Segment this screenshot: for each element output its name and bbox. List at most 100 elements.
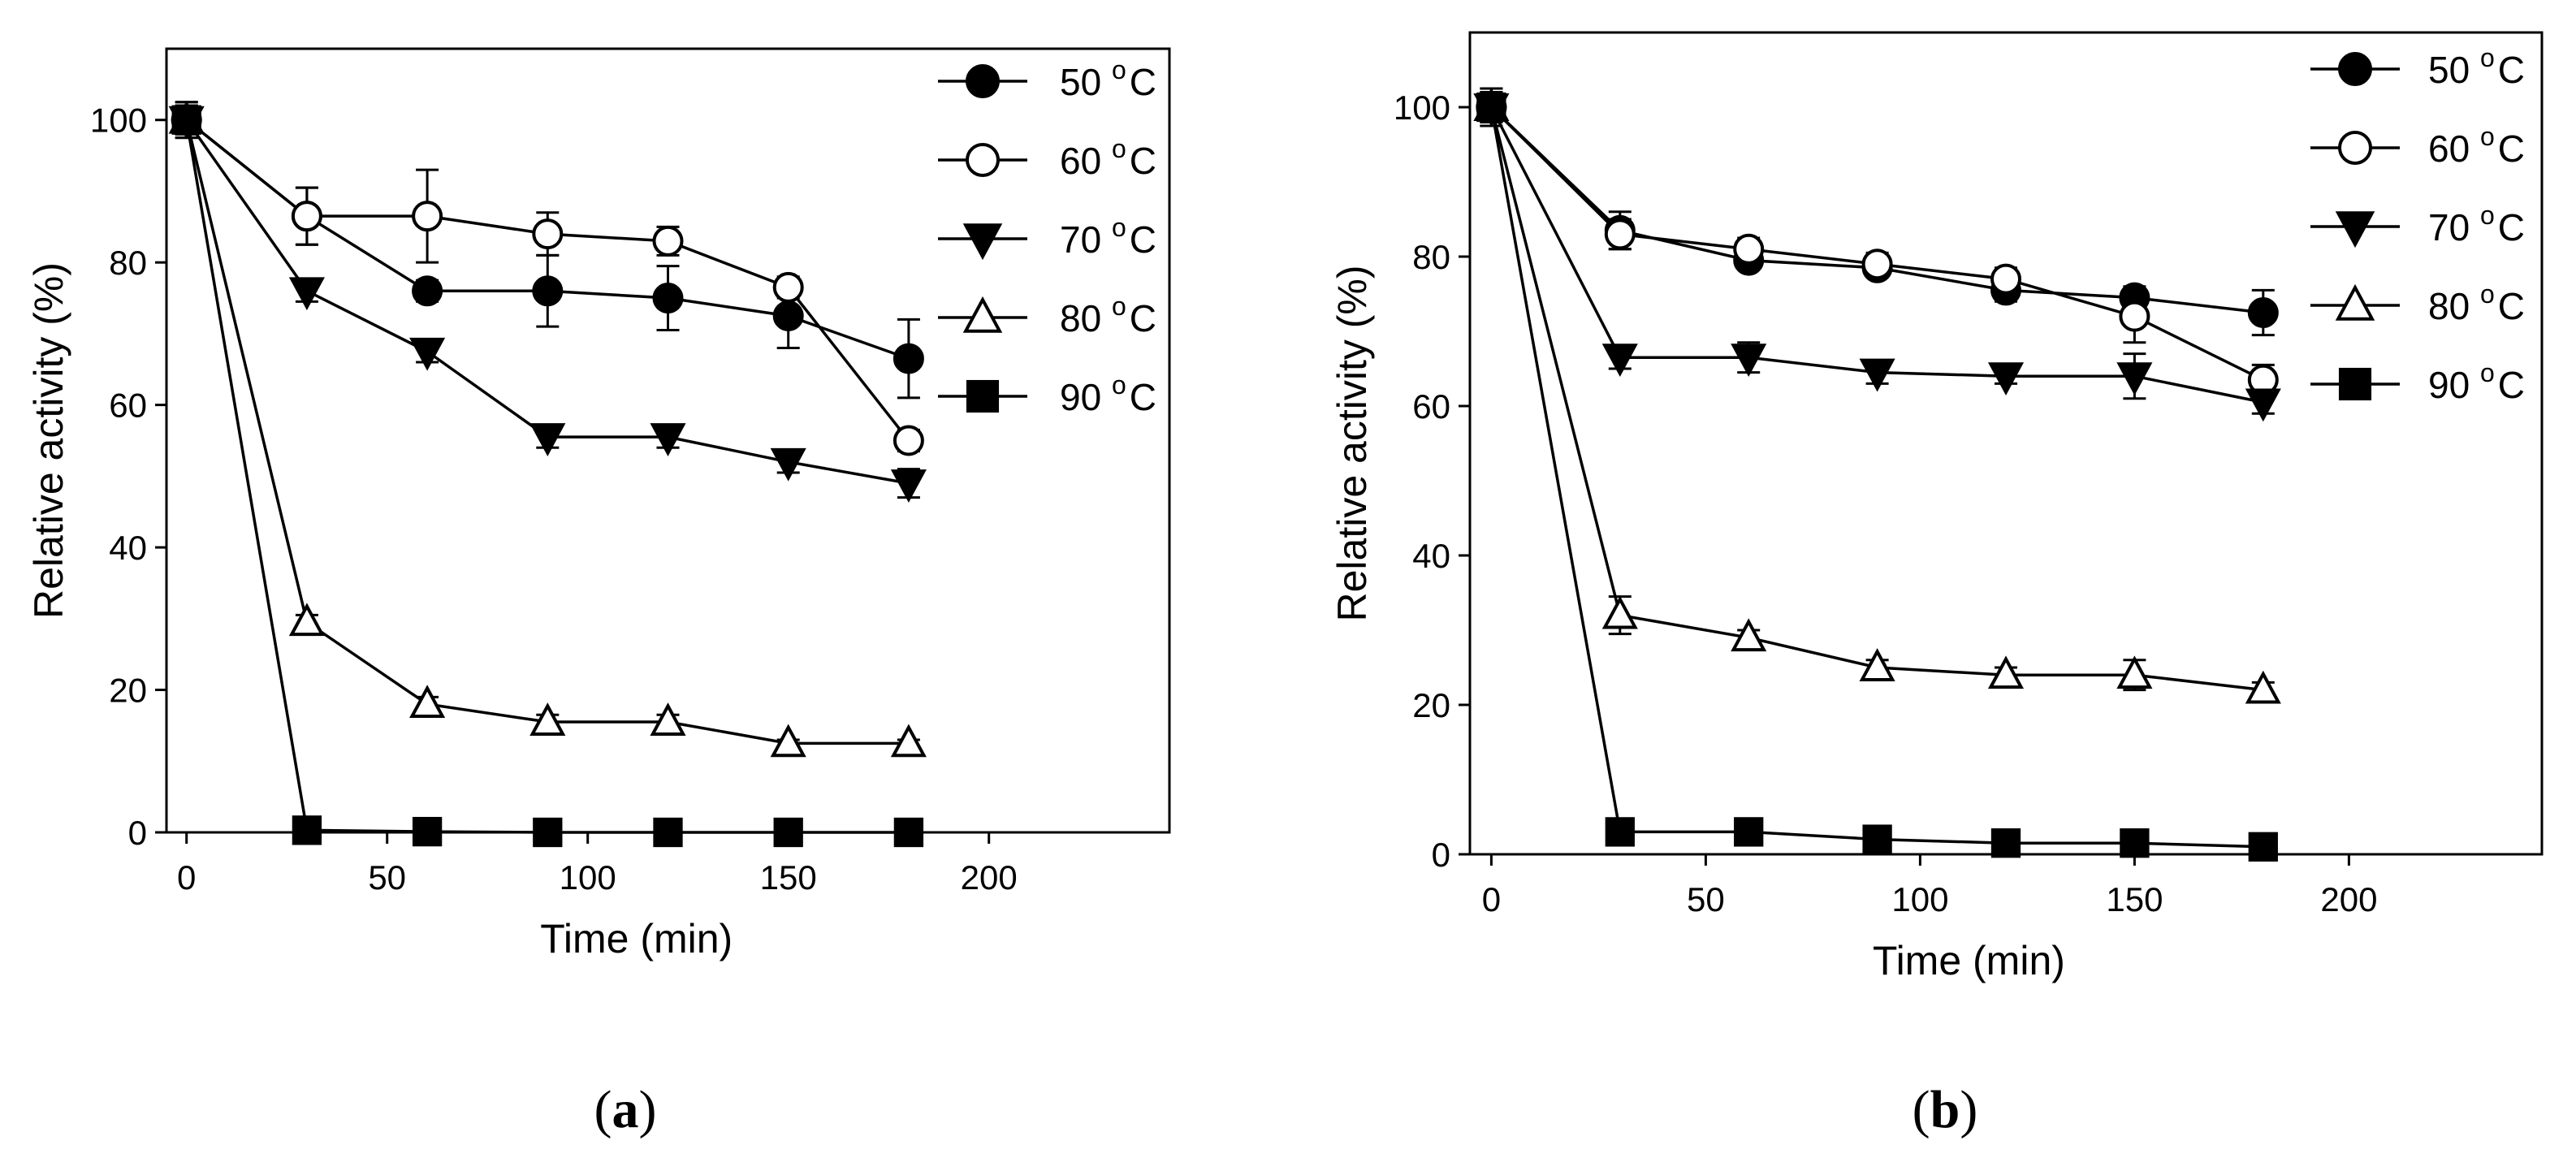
x-axis-title: Time (min): [1873, 938, 2065, 983]
data-point: [890, 469, 927, 503]
legend-entry: 60 oC: [1060, 134, 1156, 182]
data-point: [171, 105, 201, 135]
y-tick-label: 80: [109, 244, 147, 282]
data-point: [2116, 362, 2153, 396]
data-point: [412, 201, 443, 232]
legend-entry: 70 oC: [2428, 201, 2525, 248]
data-point: [409, 337, 446, 371]
y-tick-label: 20: [1412, 686, 1450, 724]
data-point: [1990, 263, 2021, 295]
legend-entry: 60 oC: [2428, 122, 2525, 170]
data-point: [1476, 92, 1506, 123]
legend-marker: [962, 223, 1003, 261]
data-point: [1734, 817, 1764, 847]
data-point: [1731, 618, 1767, 652]
data-point: [1859, 648, 1895, 681]
legend-entry: 90 oC: [1060, 370, 1156, 418]
data-point: [893, 425, 924, 456]
series-line-3: [1489, 106, 2264, 692]
x-tick-label: 150: [2106, 880, 2163, 918]
data-point: [1862, 824, 1892, 854]
data-point: [412, 275, 443, 307]
data-point: [533, 817, 563, 848]
data-point: [2116, 655, 2153, 689]
y-tick-label: 0: [1432, 836, 1450, 874]
data-point: [770, 724, 806, 758]
x-tick-label: 0: [177, 858, 196, 897]
x-tick-label: 200: [2320, 880, 2377, 918]
panel-a: 0 20 40 60 80 100 0 50 100 150 200 Time (min) Relati…: [26, 47, 1171, 1139]
y-tick-label: 100: [90, 102, 147, 140]
data-point: [770, 447, 806, 482]
data-point: [2119, 300, 2150, 332]
data-point: [1731, 344, 1767, 378]
legend-marker: [2338, 367, 2372, 401]
x-tick-label: 100: [560, 858, 616, 897]
legend-marker: [962, 296, 1003, 333]
y-tick-label: 100: [1394, 89, 1450, 127]
data-point: [650, 702, 686, 736]
legend-entry: 80 oC: [1060, 292, 1156, 339]
data-point: [772, 300, 804, 331]
data-point: [2120, 828, 2150, 858]
plot-frame: [1468, 31, 2544, 856]
data-point: [529, 702, 566, 736]
data-point: [412, 816, 443, 847]
panel-label: (b): [1913, 1080, 1978, 1139]
data-point: [772, 271, 804, 303]
x-tick-label: 50: [1687, 880, 1725, 918]
data-point: [890, 724, 927, 758]
legend-marker: [966, 64, 1000, 98]
panel-b: 0 20 40 60 80 100 0 50 100 150 200 Time (min) Relati…: [1329, 31, 2544, 1139]
data-point: [1990, 828, 2021, 858]
data-point: [1601, 344, 1638, 378]
x-tick-label: 0: [1482, 880, 1501, 918]
data-point: [1987, 362, 2025, 396]
data-point: [292, 815, 322, 845]
data-point: [1605, 817, 1635, 847]
legend-entry: 50 oC: [1060, 55, 1156, 103]
data-point: [409, 685, 446, 719]
y-tick-label: 60: [1412, 387, 1450, 426]
legend-entry: 50 oC: [2428, 43, 2525, 91]
y-tick-label: 20: [109, 672, 147, 710]
y-tick-label: 60: [109, 387, 147, 425]
data-point: [650, 423, 686, 456]
y-tick-label: 80: [1412, 238, 1450, 276]
data-point: [1601, 595, 1638, 629]
y-axis-title: Relative activity (%): [1329, 266, 1375, 622]
legend-marker: [966, 143, 1000, 177]
data-point: [532, 218, 564, 250]
x-tick-label: 200: [961, 858, 1018, 897]
data-point: [1604, 218, 1636, 250]
y-tick-label: 40: [1412, 537, 1450, 575]
data-point: [652, 283, 684, 314]
y-axis-title: Relative activity (%): [26, 262, 71, 619]
data-point: [2248, 832, 2278, 862]
data-point: [893, 343, 924, 374]
data-point: [1861, 248, 1893, 280]
data-point: [2245, 388, 2281, 422]
x-tick-label: 100: [1891, 880, 1948, 918]
legend-marker: [2335, 283, 2375, 321]
y-tick-label: 40: [109, 529, 147, 567]
panel-label: (a): [594, 1080, 657, 1139]
data-point: [291, 201, 322, 232]
legend-marker: [2338, 131, 2372, 165]
legend-entry: 70 oC: [1060, 213, 1156, 261]
x-tick-label: 150: [760, 858, 817, 897]
legend-marker: [966, 379, 1000, 413]
data-point: [1859, 358, 1895, 392]
data-point: [529, 423, 566, 456]
data-point: [1733, 233, 1765, 265]
data-point: [288, 603, 325, 637]
legend-entry: 80 oC: [2428, 279, 2525, 327]
data-point: [2247, 297, 2279, 328]
legend-entry: 90 oC: [2428, 358, 2525, 406]
x-tick-label: 50: [368, 858, 406, 897]
data-point: [2245, 670, 2281, 704]
data-point: [532, 275, 564, 307]
data-point: [652, 225, 684, 257]
data-point: [893, 817, 924, 848]
